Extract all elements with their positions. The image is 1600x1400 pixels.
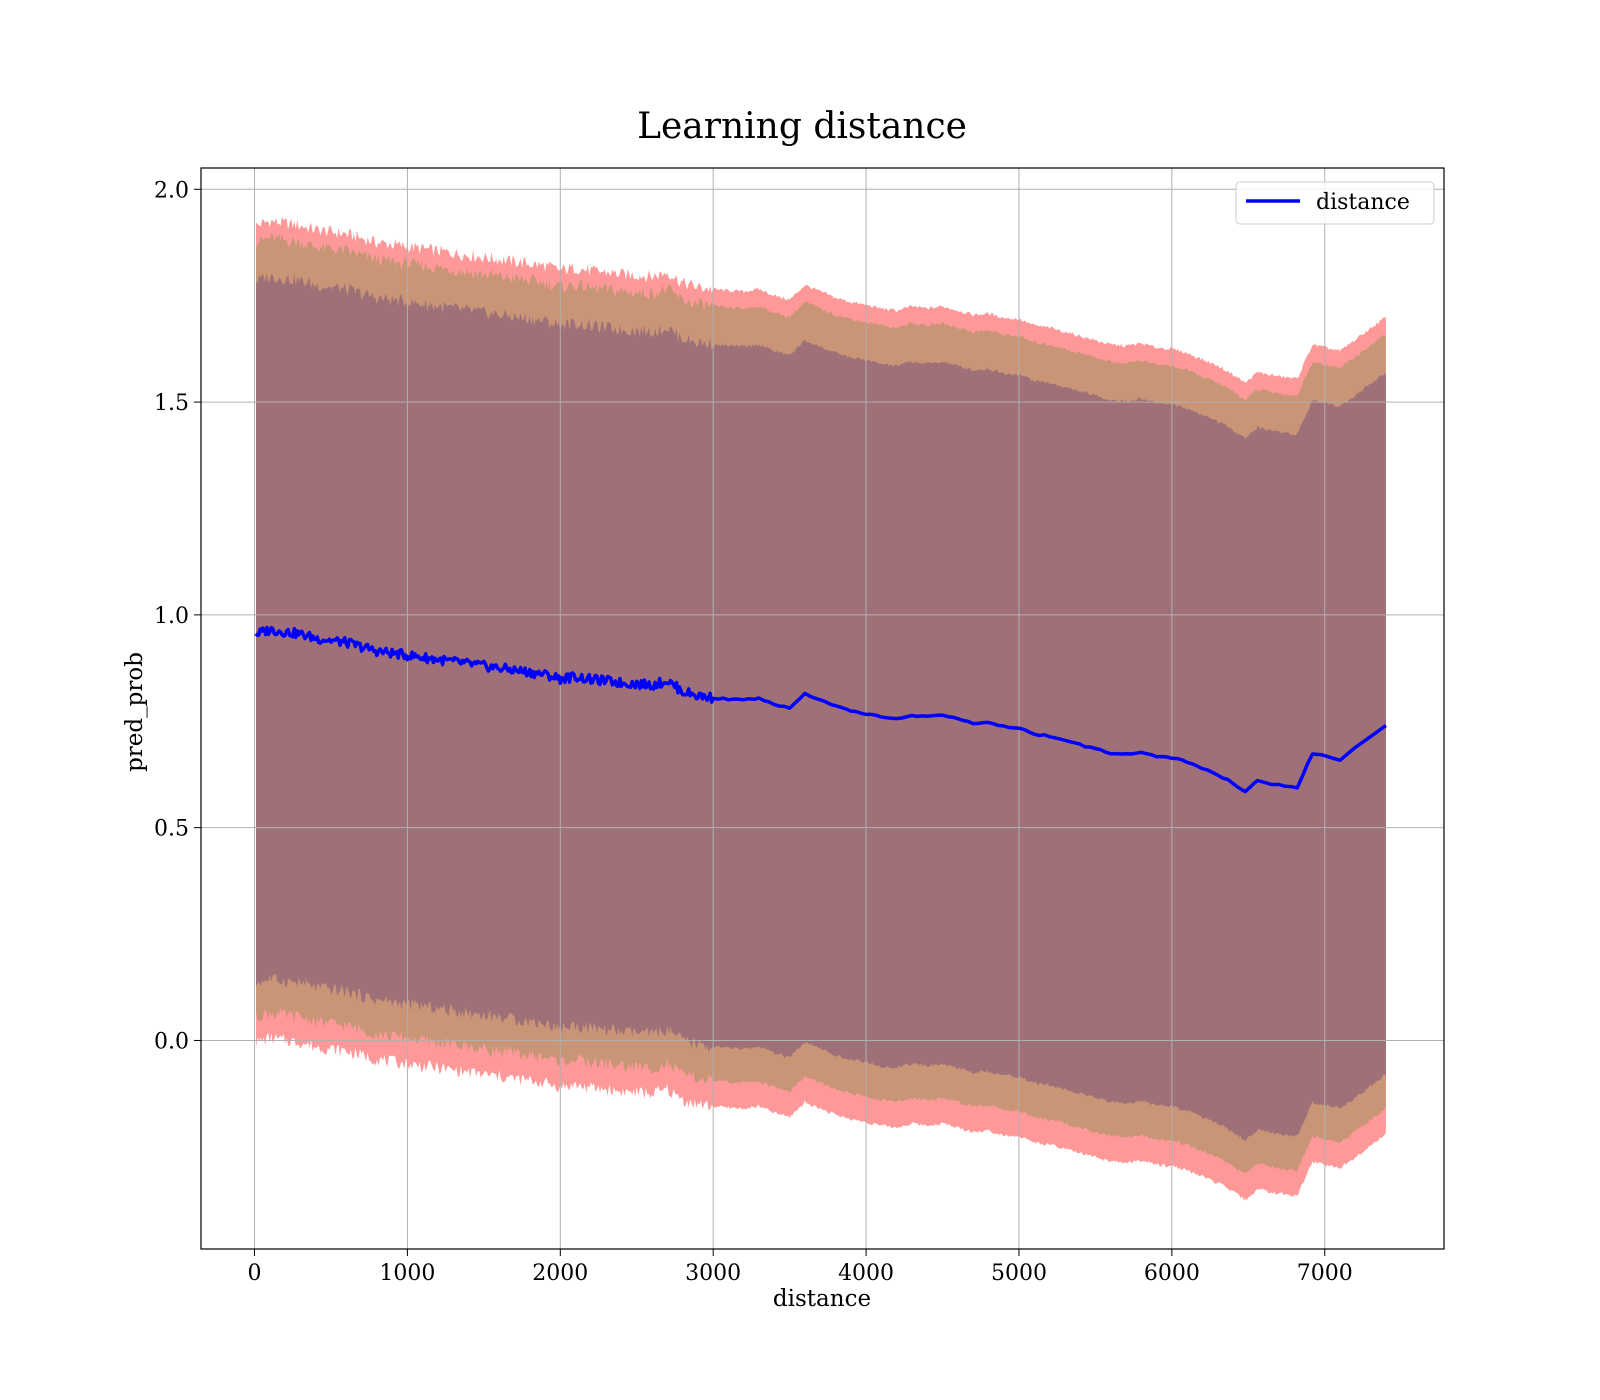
series-line-distance [254,625,1387,794]
legend-box [1235,181,1435,225]
x-tick-label-7: 7000 [1297,1261,1353,1286]
y-axis-ticks: 0.0 0.5 1.0 1.5 2.0 [154,178,201,1054]
x-axis-ticks: 0 1000 2000 3000 4000 5000 6000 7000 [248,1249,1353,1286]
chart-title: Learning distance [637,106,967,147]
confidence-band-3 [256,273,1386,1142]
x-tick-label-2: 2000 [532,1261,588,1286]
x-tick-label-1: 1000 [379,1261,435,1286]
grid [201,168,1444,1249]
confidence-bands [256,216,1386,1201]
plot-frame [200,167,1445,1250]
legend-label-distance: distance [1316,190,1410,215]
y-axis-label: pred_prob [122,652,148,772]
y-tick-label-0: 0.0 [154,1029,189,1054]
legend: distance [1235,181,1435,225]
y-tick-label-4: 2.0 [154,178,189,203]
x-axis-label: distance [773,1286,871,1312]
x-tick-label-6: 6000 [1144,1261,1200,1286]
x-tick-label-4: 4000 [838,1261,894,1286]
x-tick-label-5: 5000 [991,1261,1047,1286]
y-tick-label-3: 1.5 [154,391,189,416]
y-tick-label-1: 0.5 [154,817,189,842]
y-tick-label-2: 1.0 [154,604,189,629]
series-lines [254,625,1387,794]
x-tick-label-0: 0 [248,1261,262,1286]
x-tick-label-3: 3000 [685,1261,741,1286]
